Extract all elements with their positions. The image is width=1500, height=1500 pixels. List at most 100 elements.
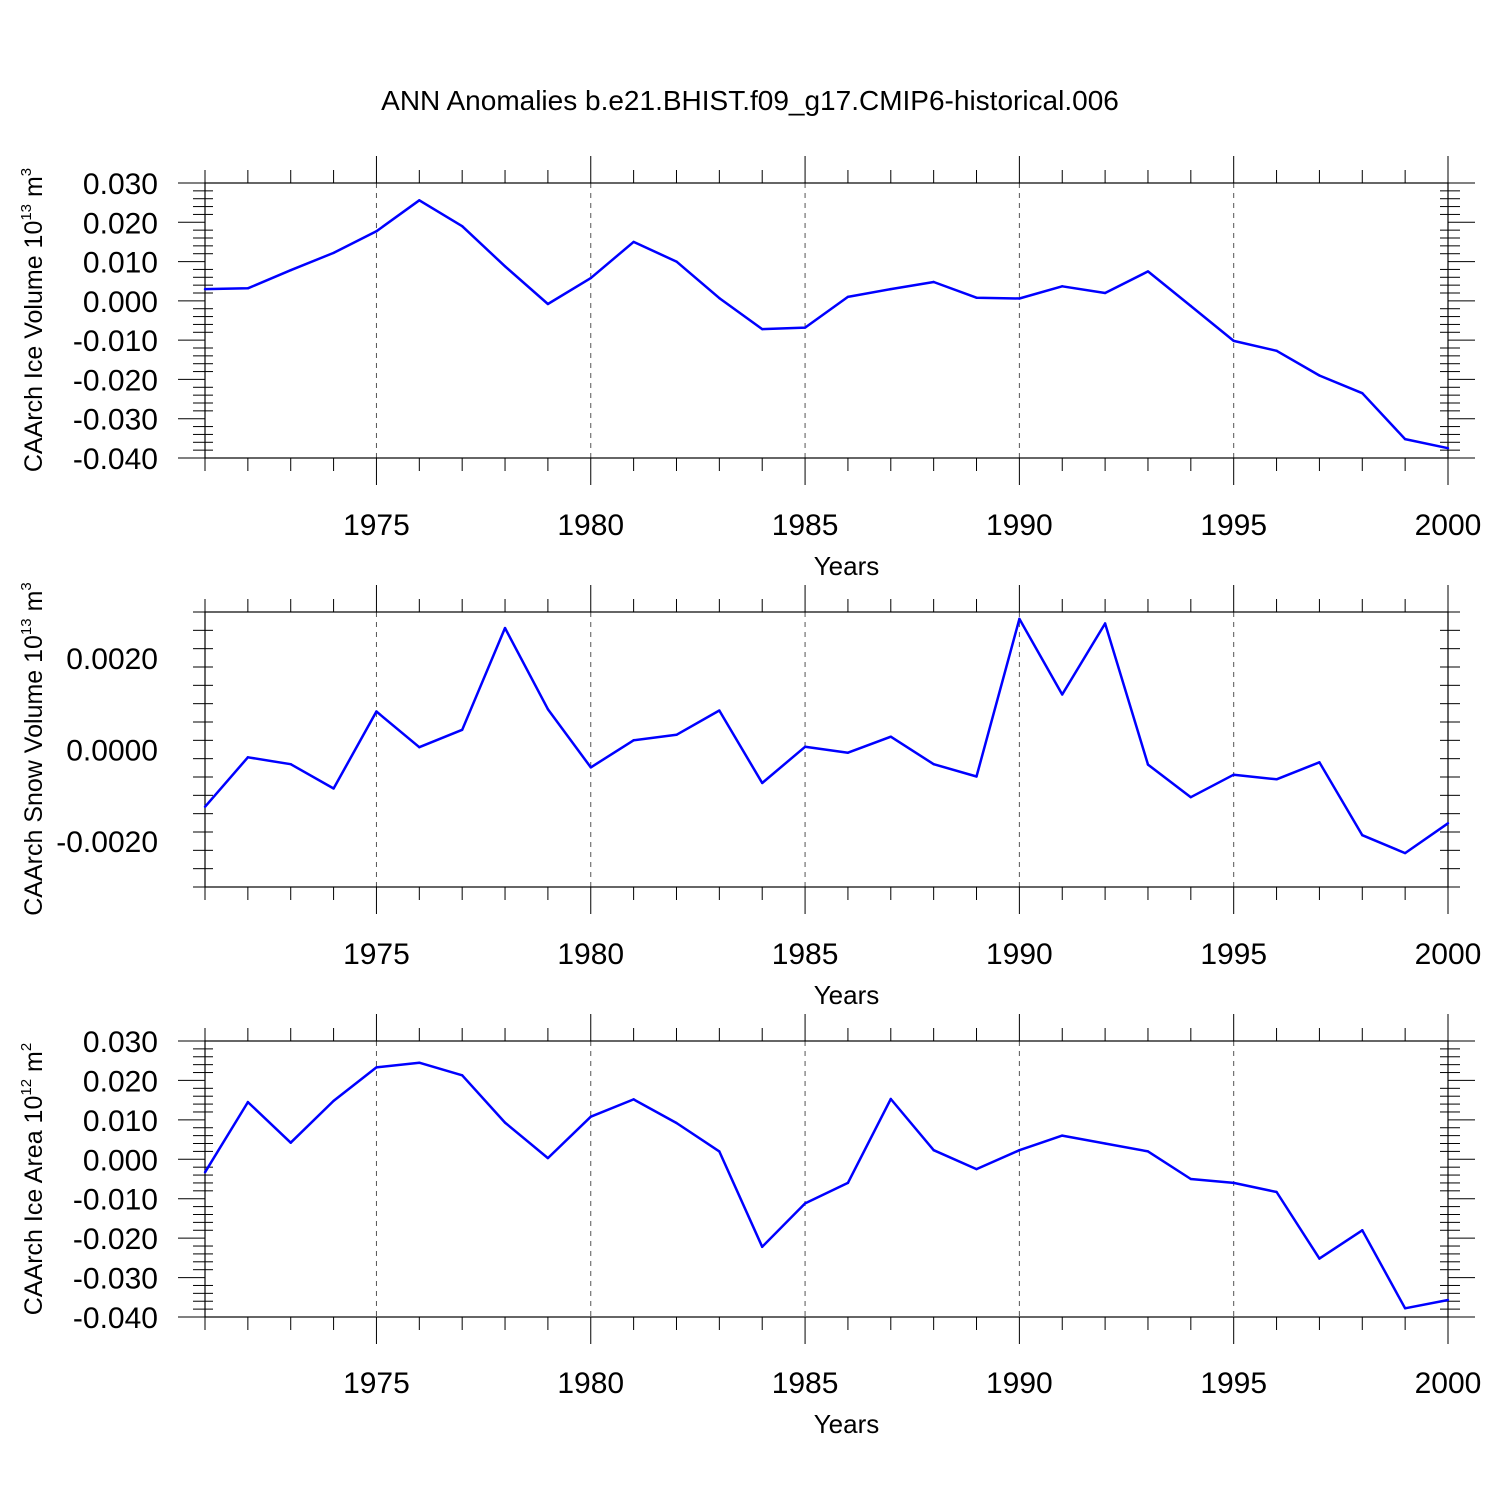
data-point (675, 260, 678, 263)
x-tick-label: 2000 (1415, 1367, 1482, 1400)
plot-frame (204, 182, 1449, 459)
x-tick-label: 2000 (1415, 509, 1482, 542)
data-point (332, 787, 335, 790)
data-point (803, 326, 807, 329)
y-tick-label: -0.040 (73, 443, 158, 476)
y-axis-label-text: CAArch Ice Area 10 (20, 1096, 48, 1316)
data-point (375, 710, 378, 713)
data-point (1189, 795, 1193, 799)
data-point (203, 805, 207, 808)
data-point (675, 1121, 678, 1125)
y-axis-label-exponent: 13 (18, 618, 35, 635)
x-tick-label: 1985 (772, 938, 839, 971)
data-point (1018, 297, 1021, 300)
axis-ticks: -0.0020 0.0000 0.0020 1975 1980 1985 1990 1995 2… (56, 585, 1481, 971)
y-tick-label: -0.020 (73, 364, 158, 397)
data-point (1103, 622, 1107, 625)
data-point (589, 1115, 592, 1118)
y-tick-label: -0.040 (73, 1302, 158, 1335)
data-point (503, 1121, 507, 1124)
data-point (203, 1171, 207, 1174)
data-point (546, 302, 550, 306)
data-point (803, 745, 807, 748)
x-tick-label: 1990 (986, 509, 1053, 542)
data-point (289, 269, 292, 272)
axis-ticks: -0.040 -0.030 -0.020 -0.010 0.000 0.010 0.020 0… (73, 1014, 1481, 1400)
x-tick-label: 1995 (1200, 509, 1267, 542)
y-axis-label-units: m (20, 176, 48, 197)
chart-title: ANN Anomalies b.e21.BHIST.f09_g17.CMIP6-… (381, 85, 1119, 116)
data-point (632, 739, 635, 742)
data-point (932, 1149, 935, 1152)
plot-frame (204, 611, 1449, 888)
y-axis-label-units: m (20, 591, 48, 612)
y-tick-label: 0.000 (83, 286, 158, 319)
y-tick-label: 0.020 (83, 207, 158, 240)
data-point (632, 240, 635, 244)
data-point (1232, 339, 1235, 343)
plot-border (204, 611, 1449, 888)
x-axis-label: Years (814, 1409, 880, 1439)
x-axis-label: Years (814, 980, 880, 1010)
data-point (332, 251, 335, 255)
data-point (889, 287, 892, 291)
data-point (803, 1202, 807, 1205)
data-point (546, 1156, 550, 1160)
x-tick-label: 1990 (986, 1367, 1053, 1400)
data-point (846, 1181, 850, 1185)
data-point (1232, 1181, 1235, 1185)
data-point (1061, 285, 1064, 288)
y-axis-label-units-exponent: 3 (18, 168, 35, 176)
svg-text:CAArch Snow Volume 1013 m3: CAArch Snow Volume 1013 m3 (18, 582, 48, 916)
panel-ice-volume: -0.040 -0.030 -0.020 -0.010 0.000 0.010 0.020 0… (18, 156, 1481, 581)
data-point (1403, 851, 1407, 855)
data-point (1061, 693, 1064, 696)
data-point (975, 296, 978, 299)
y-tick-label: 0.0020 (66, 643, 158, 676)
x-tick-label: 1980 (557, 938, 624, 971)
data-point (418, 746, 421, 749)
data-point (460, 1074, 464, 1077)
data-point (761, 1245, 764, 1249)
y-axis-label: CAArch Ice Volume 1013 m3 (18, 168, 48, 472)
data-point (460, 728, 464, 731)
data-point (1018, 1149, 1021, 1152)
data-point (1189, 304, 1193, 308)
y-tick-label: 0.030 (83, 1026, 158, 1059)
data-point (418, 199, 421, 202)
data-point (761, 781, 764, 785)
plot-border (204, 1040, 1449, 1318)
data-point (1103, 1142, 1107, 1145)
x-tick-label: 1980 (557, 509, 624, 542)
y-tick-label: 0.0000 (66, 735, 158, 768)
data-point (1146, 270, 1150, 273)
y-tick-label: -0.010 (73, 1184, 158, 1217)
data-point (975, 1167, 978, 1171)
x-tick-label: 1995 (1200, 938, 1267, 971)
axis-ticks: -0.040 -0.030 -0.020 -0.010 0.000 0.010 0.020 0… (73, 156, 1481, 542)
series-line (204, 199, 1449, 450)
data-point (932, 280, 935, 284)
x-tick-label: 1985 (772, 509, 839, 542)
data-point (1446, 1298, 1450, 1302)
data-point (503, 265, 507, 268)
svg-text:CAArch Ice Area 1012 m2: CAArch Ice Area 1012 m2 (18, 1043, 48, 1315)
data-point (375, 230, 378, 233)
data-point (246, 756, 250, 759)
x-tick-label: 1975 (343, 509, 410, 542)
x-tick-label: 1985 (772, 1367, 839, 1400)
y-axis-label-text: CAArch Snow Volume 10 (20, 635, 48, 916)
svg-text:CAArch Ice Volume 1013 m3: CAArch Ice Volume 1013 m3 (18, 168, 48, 472)
y-axis-label-exponent: 12 (18, 1079, 35, 1096)
y-tick-label: -0.030 (73, 404, 158, 437)
data-point (932, 762, 935, 766)
data-point (246, 287, 250, 290)
data-point (289, 1141, 292, 1144)
data-point (1018, 617, 1021, 621)
data-point (589, 276, 592, 280)
data-point (846, 751, 850, 754)
data-point (1361, 1229, 1364, 1232)
data-point (718, 296, 721, 300)
data-point (761, 327, 764, 331)
data-point (889, 1097, 892, 1101)
